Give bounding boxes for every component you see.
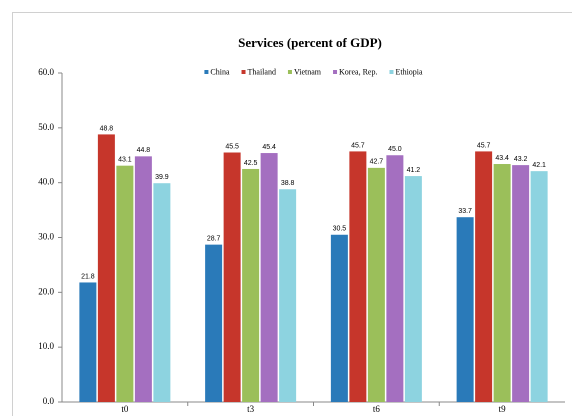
value-label: 45.7 [351, 142, 365, 149]
value-label: 28.7 [207, 235, 221, 242]
bar [260, 153, 278, 402]
y-tick-label: 60.0 [38, 67, 54, 77]
value-label: 33.7 [458, 208, 472, 215]
chart-frame [12, 12, 572, 416]
value-label: 30.5 [333, 226, 347, 233]
bar [134, 156, 152, 402]
value-label: 38.8 [281, 180, 295, 187]
legend-label: Thailand [248, 67, 276, 76]
legend-label: Vietnam [294, 67, 322, 76]
bar [386, 155, 404, 402]
bar [404, 176, 422, 402]
value-label: 43.1 [118, 157, 132, 164]
bar [349, 151, 367, 402]
bar [153, 183, 171, 402]
legend-swatch [204, 70, 209, 74]
legend-label: China [210, 67, 230, 76]
bar [242, 168, 260, 402]
value-label: 43.4 [495, 155, 509, 162]
y-tick-label: 30.0 [38, 232, 54, 242]
y-tick-label: 10.0 [38, 341, 54, 351]
bar [79, 282, 97, 402]
value-label: 45.4 [262, 144, 276, 151]
bar [223, 152, 241, 402]
legend-label: Korea, Rep. [339, 67, 377, 76]
value-label: 48.8 [100, 125, 114, 132]
value-label: 42.5 [244, 160, 258, 167]
value-label: 45.5 [225, 143, 239, 150]
bar [475, 151, 493, 402]
legend-swatch [333, 70, 338, 74]
x-tick-label: t0 [121, 404, 129, 414]
bar [530, 171, 548, 402]
y-tick-label: 50.0 [38, 122, 54, 132]
chart-title: Services (percent of GDP) [238, 35, 382, 50]
value-label: 21.8 [81, 273, 95, 280]
bar [205, 244, 223, 402]
value-label: 45.7 [477, 142, 491, 149]
x-tick-label: t6 [373, 404, 381, 414]
x-tick-label: t9 [499, 404, 507, 414]
value-label: 45.0 [388, 146, 402, 153]
y-tick-label: 0.0 [43, 396, 55, 406]
bar [512, 165, 530, 402]
value-label: 39.9 [155, 174, 169, 181]
bar [330, 234, 348, 402]
bar [116, 165, 134, 402]
value-label: 44.8 [137, 147, 151, 154]
value-label: 42.7 [370, 159, 384, 166]
legend-swatch [241, 70, 246, 74]
value-label: 43.2 [514, 156, 528, 163]
bar [367, 167, 385, 402]
bar [456, 217, 474, 402]
x-tick-label: t3 [247, 404, 255, 414]
y-tick-label: 20.0 [38, 286, 54, 296]
y-tick-label: 40.0 [38, 177, 54, 187]
bar [97, 134, 115, 402]
legend-label: Ethiopia [395, 67, 423, 76]
legend-swatch [287, 70, 292, 74]
bar [279, 189, 297, 402]
bar [493, 164, 511, 402]
value-label: 41.2 [407, 167, 421, 174]
value-label: 42.1 [532, 162, 546, 169]
legend-swatch [389, 70, 394, 74]
